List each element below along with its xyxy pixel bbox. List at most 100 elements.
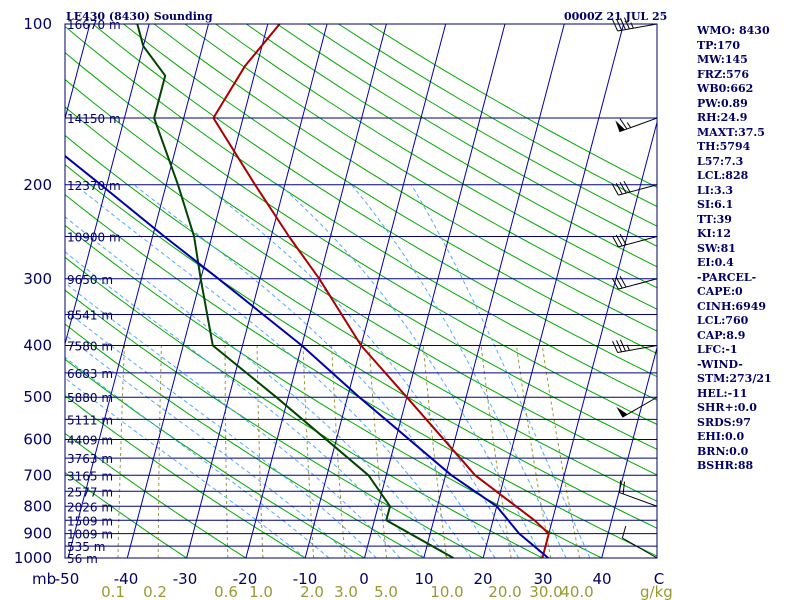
index-item: RH:24.9 xyxy=(697,111,748,124)
wind-barb-flag xyxy=(619,118,628,130)
wind-barb-flag xyxy=(615,277,623,289)
isotherm-line xyxy=(364,24,506,558)
pressure-tick-label: 400 xyxy=(23,337,52,355)
index-item: -PARCEL- xyxy=(697,270,757,284)
wind-barb xyxy=(611,180,658,196)
index-item: EI:0.4 xyxy=(697,256,734,269)
pressure-tick-label: 500 xyxy=(23,388,52,406)
wind-barb-flag xyxy=(619,339,626,352)
pressure-tick-label: 100 xyxy=(23,15,52,33)
index-item: TP:170 xyxy=(697,38,741,52)
index-item: LI:3.3 xyxy=(697,183,734,197)
index-item: BRN:0.0 xyxy=(697,444,749,458)
index-item: WMO: 8430 xyxy=(697,24,770,37)
wind-barb-staff xyxy=(617,23,658,32)
wind-barb-staff xyxy=(618,278,658,290)
temperature-tick-label: -10 xyxy=(293,570,318,588)
index-item: STM:273/21 xyxy=(697,372,772,385)
isotherm-line xyxy=(423,24,565,558)
stability-index-panel: WMO: 8430 TP:170 MW:145 FRZ:576 WB0:662 PW:0.… xyxy=(697,24,797,474)
isotherm-line xyxy=(245,24,387,558)
wind-barb-flag xyxy=(621,525,627,539)
mixing-ratio-tick-label: 1.0 xyxy=(249,583,273,600)
height-label: 2026 m xyxy=(67,500,113,514)
wind-barb-flag xyxy=(618,480,622,493)
mixing-ratio-tick-label: 20.0 xyxy=(488,583,521,600)
pressure-tick-label: 700 xyxy=(23,466,52,484)
parcel-trace xyxy=(65,154,549,558)
height-label: 1009 m xyxy=(67,528,113,542)
height-label: 6683 m xyxy=(67,367,113,381)
pressure-unit-label: mb xyxy=(32,570,56,588)
temperature-tick-label: -20 xyxy=(233,570,258,588)
wind-barb-flag xyxy=(615,234,623,247)
height-label: 10900 m xyxy=(67,230,121,244)
wind-barb-flag xyxy=(612,19,619,32)
wind-barb-flag xyxy=(619,233,627,246)
height-label: 2577 m xyxy=(67,485,113,499)
isotherm-line xyxy=(304,24,447,558)
index-item: MW:145 xyxy=(697,53,748,66)
wind-barb-flag xyxy=(611,278,619,290)
index-item: PW:0.89 xyxy=(697,96,748,110)
temperature-tick-label: -40 xyxy=(114,570,139,588)
pressure-tick-label: 600 xyxy=(23,431,52,449)
index-item: CAP:8.9 xyxy=(697,328,746,342)
wind-barb xyxy=(612,339,658,353)
wind-barb-half-flag xyxy=(626,344,630,351)
pressure-tick-label: 1000 xyxy=(14,549,52,567)
wind-barb-staff xyxy=(619,117,658,133)
index-item: SI:6.1 xyxy=(697,198,734,211)
wind-barb-flag xyxy=(615,183,623,195)
height-label: 12370 m xyxy=(67,179,121,193)
index-item: L57:7.3 xyxy=(697,154,744,168)
height-label: 7580 m xyxy=(67,340,113,354)
pressure-tick-label: 800 xyxy=(23,497,52,515)
index-item: FRZ:576 xyxy=(697,67,750,81)
station-title: LE430 (8430) Sounding xyxy=(66,10,213,23)
height-label: 535 m xyxy=(67,540,105,554)
height-label: 16670 m xyxy=(67,18,121,32)
wind-barb-flag xyxy=(622,481,625,494)
height-label: 56 m xyxy=(67,552,98,566)
index-item: -WIND- xyxy=(697,357,743,371)
wind-barb-pennant xyxy=(616,406,628,418)
mixing-ratio-tick-label: 5.0 xyxy=(374,583,398,600)
index-item: CAPE:0 xyxy=(697,285,743,298)
isotherm-line xyxy=(186,24,328,558)
isotherm-line xyxy=(65,24,91,121)
wind-barbs xyxy=(611,17,658,559)
isobar-lines xyxy=(65,23,657,559)
wind-barb xyxy=(616,396,658,418)
index-item: BSHR:88 xyxy=(697,459,754,472)
index-item: LCL:828 xyxy=(697,169,749,182)
index-item: MAXT:37.5 xyxy=(697,125,765,139)
wind-barb-half-flag xyxy=(630,22,634,29)
temperature-tick-label: 0 xyxy=(359,570,369,588)
isotherm-line xyxy=(601,345,657,558)
index-item: TH:5794 xyxy=(697,140,751,153)
mixing-ratio-tick-label: 3.0 xyxy=(334,583,358,600)
isotherm-line xyxy=(482,24,625,558)
index-item: LCL:760 xyxy=(697,314,749,327)
sounding-time: 0000Z 21 JUL 25 xyxy=(564,10,667,23)
sounding-traces xyxy=(65,24,550,558)
height-label: 1509 m xyxy=(67,514,113,528)
wind-barb-half-flag xyxy=(626,122,632,128)
isotherm-line xyxy=(126,24,269,558)
wind-barb xyxy=(612,17,658,32)
mixing-ratio-tick-label: 0.2 xyxy=(143,583,167,600)
wind-barb-flag xyxy=(616,18,623,31)
wind-barb-flag xyxy=(611,235,619,248)
wind-barb-flag xyxy=(616,340,623,352)
mixing-ratio-tick-label: 2.0 xyxy=(300,583,324,600)
temperature-tick-label: 40 xyxy=(592,570,611,588)
wind-barb xyxy=(611,233,658,248)
height-label: 3763 m xyxy=(67,452,113,466)
wind-barb-flag xyxy=(619,276,627,288)
mixing-ratio-tick-label: 10.0 xyxy=(430,583,463,600)
wind-barb xyxy=(615,117,658,133)
index-item: CINH:6949 xyxy=(697,299,767,313)
wind-barb xyxy=(618,480,658,507)
dewpoint-trace xyxy=(136,24,454,558)
